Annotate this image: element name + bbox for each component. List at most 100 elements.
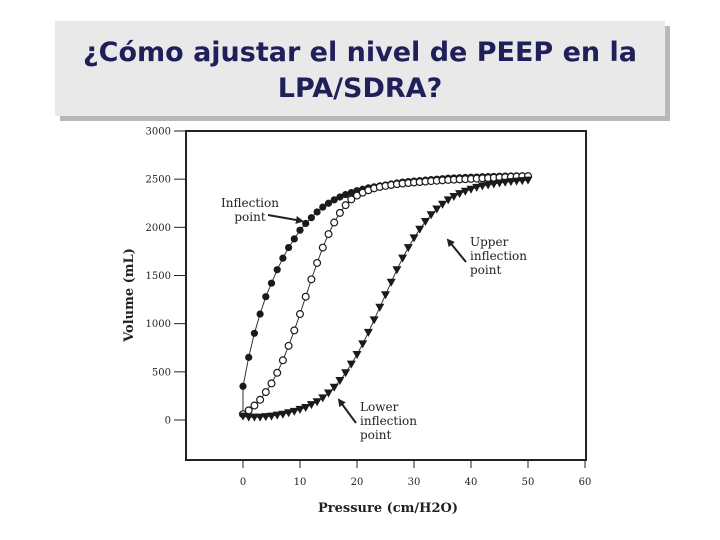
data-point xyxy=(250,401,259,410)
slide-title: ¿Cómo ajustar el nivel de PEEP en la LPA… xyxy=(55,21,665,116)
data-point xyxy=(290,326,299,335)
data-point xyxy=(483,181,493,190)
data-point xyxy=(438,200,447,209)
data-point xyxy=(330,218,339,227)
series-layer xyxy=(238,172,533,422)
data-point xyxy=(500,178,510,187)
data-point xyxy=(324,199,333,207)
data-point xyxy=(495,179,504,188)
data-point xyxy=(285,243,293,252)
x-tick-label: 10 xyxy=(294,477,307,488)
annotation-line: Inflection xyxy=(221,196,279,210)
data-point xyxy=(477,182,487,191)
data-point xyxy=(346,360,356,369)
data-point xyxy=(272,411,282,420)
data-point xyxy=(415,225,425,234)
data-point xyxy=(358,340,368,349)
data-point xyxy=(267,379,276,388)
data-point xyxy=(262,293,270,301)
x-axis: 0 10 20 30 40 50 60 xyxy=(240,460,592,488)
data-point xyxy=(239,382,247,390)
data-point xyxy=(318,394,328,403)
data-point xyxy=(245,353,253,361)
annotation-line: point xyxy=(360,428,391,442)
y-axis-label: Volume (mL) xyxy=(122,248,137,343)
data-point xyxy=(466,185,476,194)
data-point xyxy=(443,196,453,205)
data-point xyxy=(506,178,516,187)
annotation-line: inflection xyxy=(470,249,527,263)
x-tick-label: 50 xyxy=(522,477,535,488)
data-point xyxy=(306,401,316,410)
data-point xyxy=(336,193,344,201)
data-point xyxy=(267,279,276,287)
data-point xyxy=(273,368,282,377)
x-tick-label: 30 xyxy=(408,477,421,488)
data-point xyxy=(523,176,533,185)
data-point xyxy=(449,193,459,202)
data-point xyxy=(261,413,271,422)
data-point xyxy=(278,410,288,419)
series-2 xyxy=(239,172,532,419)
data-point xyxy=(244,413,254,422)
x-axis-label: Pressure (cm/H2O) xyxy=(318,501,458,516)
data-point xyxy=(335,377,345,386)
data-point xyxy=(295,405,305,414)
data-point xyxy=(301,403,311,412)
data-point xyxy=(290,235,298,243)
data-point xyxy=(289,407,299,416)
data-point xyxy=(342,190,350,199)
data-point xyxy=(409,234,419,243)
y-tick-label: 2500 xyxy=(146,175,171,186)
x-tick-label: 0 xyxy=(240,477,246,488)
y-tick-label: 500 xyxy=(152,367,171,378)
data-point xyxy=(278,356,287,365)
annotation-line: Lower xyxy=(360,400,399,414)
data-point xyxy=(307,214,315,222)
data-point xyxy=(256,395,265,404)
data-point xyxy=(284,341,293,350)
data-point xyxy=(261,388,270,397)
data-point xyxy=(455,190,465,199)
data-point xyxy=(381,291,390,300)
annotation-lower-inflection-point: Lower inflection point xyxy=(337,398,417,442)
y-tick-label: 1000 xyxy=(146,319,171,330)
x-tick-label: 20 xyxy=(351,477,364,488)
title-line-2: LPA/SDRA? xyxy=(277,73,443,104)
data-point xyxy=(319,203,327,211)
data-point xyxy=(279,254,287,262)
data-point xyxy=(307,275,316,284)
data-point xyxy=(386,278,396,287)
data-point xyxy=(489,180,499,189)
y-tick-label: 0 xyxy=(165,416,171,427)
data-point xyxy=(296,310,305,319)
x-tick-label: 40 xyxy=(465,477,478,488)
data-point xyxy=(312,398,322,407)
data-point xyxy=(420,218,430,227)
data-point xyxy=(302,219,310,228)
data-point xyxy=(472,183,482,192)
annotation-upper-inflection-point: Upper inflection point xyxy=(446,235,527,277)
data-point xyxy=(369,316,379,325)
annotation-line: inflection xyxy=(360,414,417,428)
data-point xyxy=(267,412,276,421)
annotation-arrow xyxy=(337,398,357,424)
data-point xyxy=(432,205,442,214)
data-point xyxy=(256,310,264,318)
data-point xyxy=(392,266,402,275)
data-point xyxy=(301,292,310,301)
x-tick-label: 60 xyxy=(579,477,592,488)
data-point xyxy=(398,254,408,263)
data-point xyxy=(296,226,304,234)
y-axis: 0 500 1000 1500 2000 2500 3000 xyxy=(146,127,186,427)
annotation-line: point xyxy=(470,263,501,277)
data-point xyxy=(255,413,265,422)
data-point xyxy=(313,208,321,216)
data-point xyxy=(330,196,338,204)
plot-frame xyxy=(185,130,587,461)
title-line-1: ¿Cómo ajustar el nivel de PEEP en la xyxy=(82,37,638,68)
data-point xyxy=(284,409,294,418)
data-point xyxy=(517,177,527,186)
annotation-inflection-point: Inflection point xyxy=(221,196,304,224)
